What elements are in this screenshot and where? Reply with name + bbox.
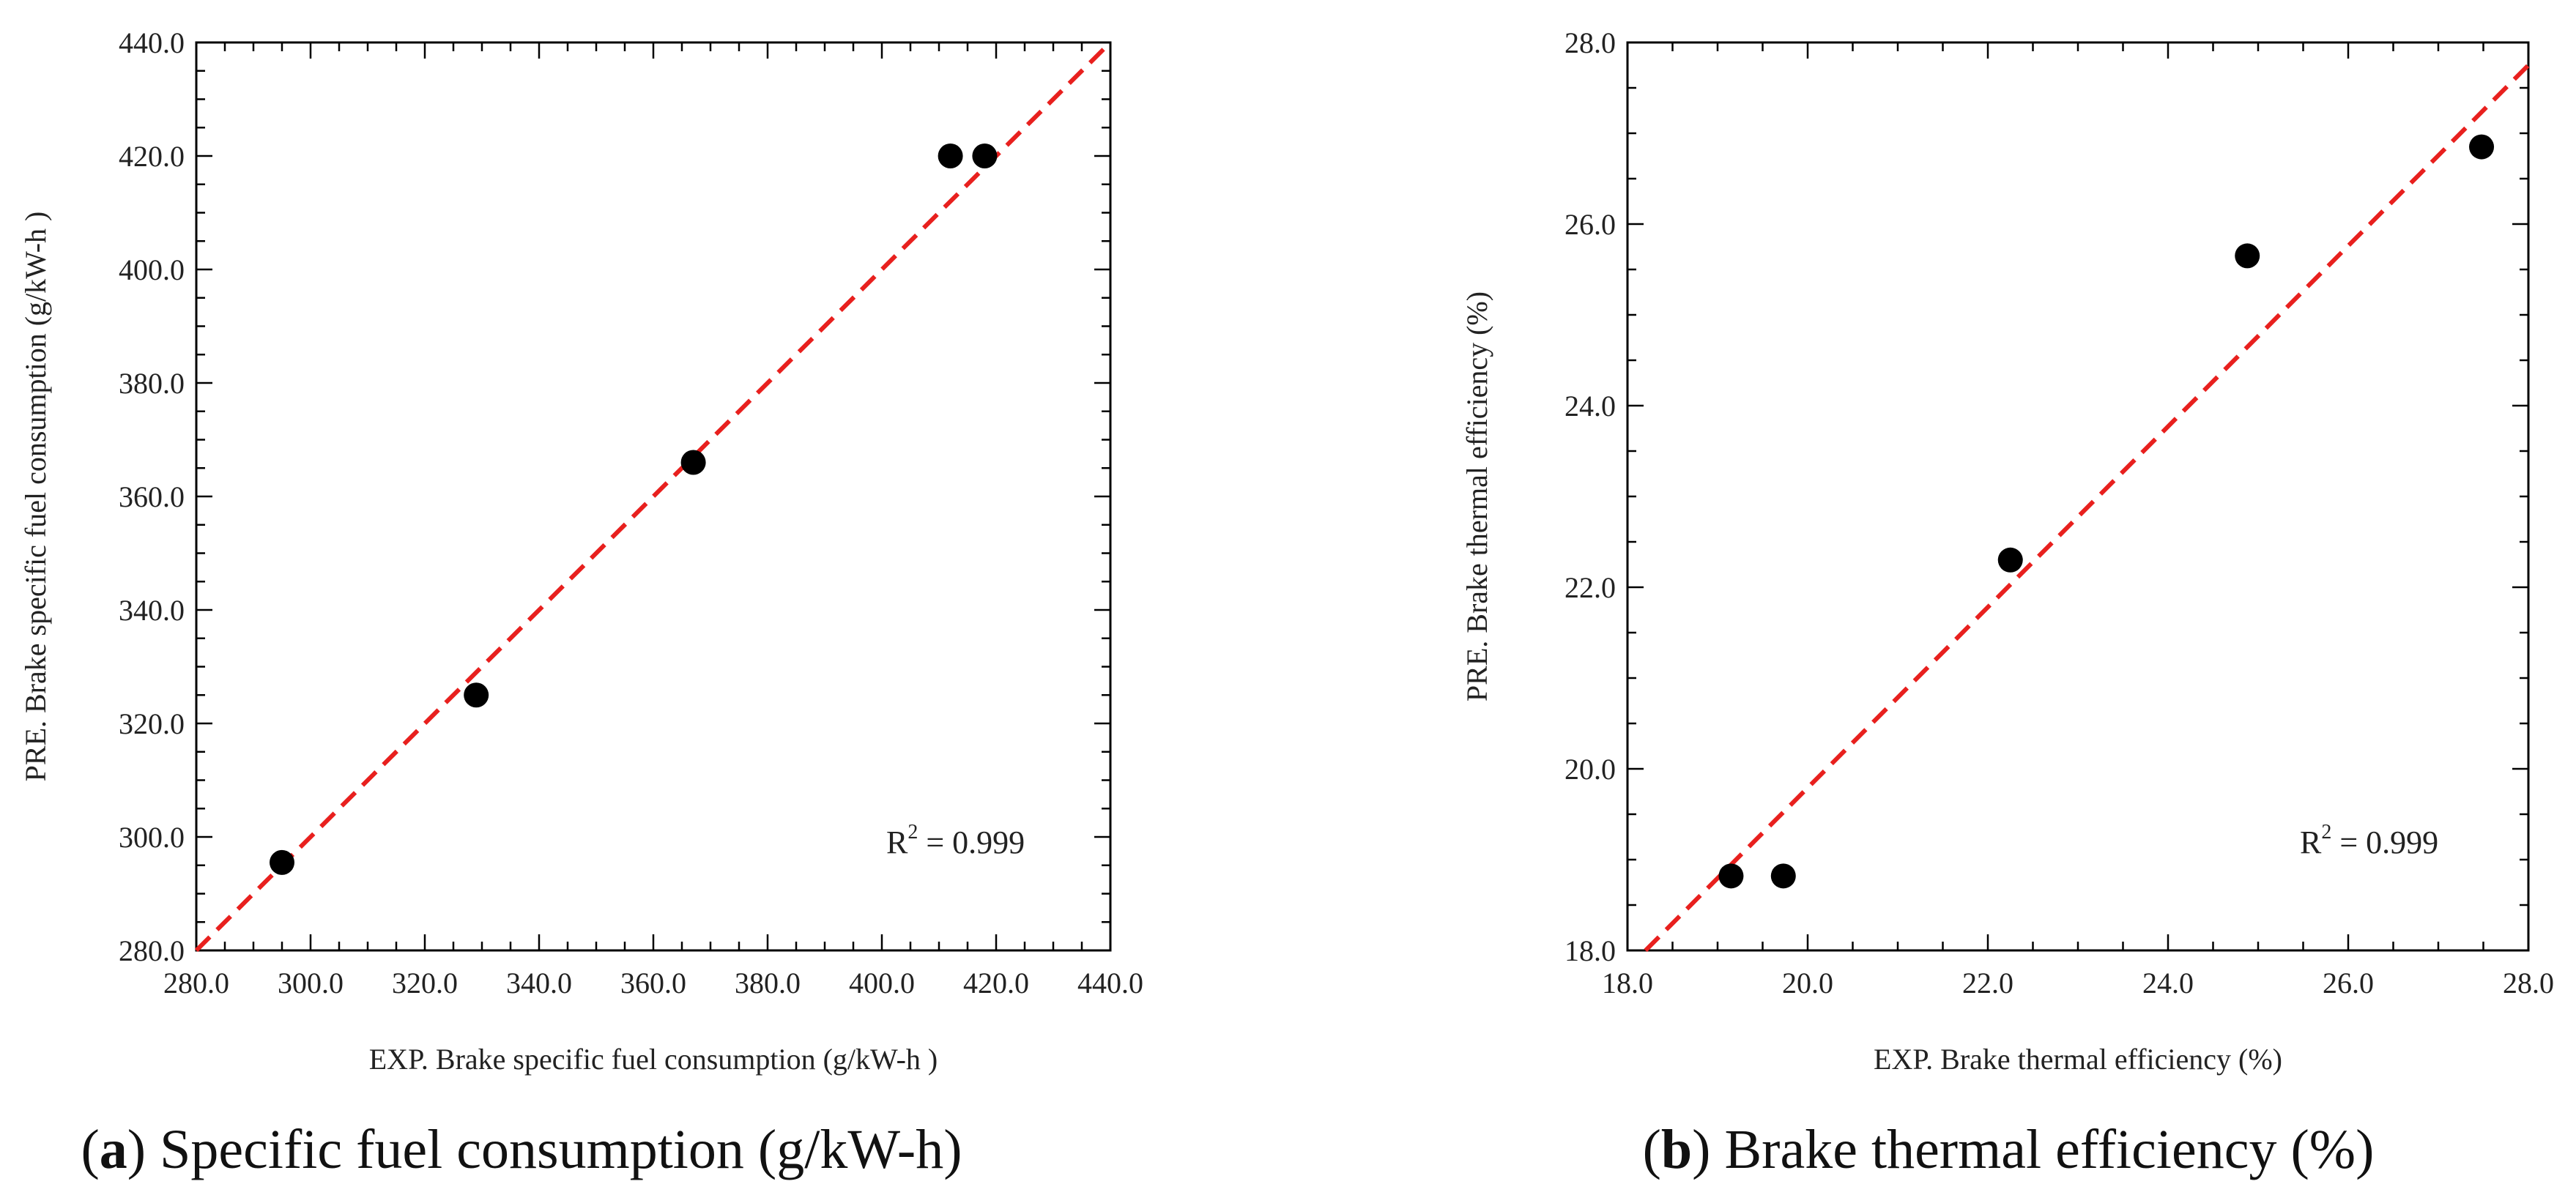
x-tick-label: 380.0 [735, 967, 801, 999]
x-tick-label: 420.0 [963, 967, 1029, 999]
fit-line-a [194, 40, 1113, 953]
data-point-a-2 [464, 682, 489, 708]
r-squared-annotation-a: R2 = 0.999 [886, 821, 1025, 860]
data-point-b-1 [1718, 863, 1744, 889]
x-tick-label: 22.0 [1962, 967, 2013, 999]
y-tick-label: 320.0 [119, 707, 185, 740]
tick-marks-a [195, 41, 1112, 952]
y-tick-label: 26.0 [1564, 208, 1616, 241]
y-tick-label: 380.0 [119, 367, 185, 400]
chart-panel-b: 18.0 20.0 22.0 24.0 26.0 28.0 18.0 20.0 22.0 24.… [1460, 26, 2554, 1180]
y-tick-label: 28.0 [1564, 26, 1616, 59]
tick-marks-b [1626, 41, 2530, 952]
data-points-b [1718, 134, 2495, 889]
caption-b: (b) Brake thermal efficiency (%) [1643, 1119, 2375, 1180]
x-tick-label: 360.0 [620, 967, 686, 999]
x-axis-label-b: EXP. Brake thermal efficiency (%) [1874, 1043, 2282, 1076]
y-tick-label: 24.0 [1564, 390, 1616, 422]
x-axis-label-a: EXP. Brake specific fuel consumption (g/… [369, 1043, 938, 1076]
y-tick-label: 280.0 [119, 934, 185, 967]
y-tick-label: 340.0 [119, 594, 185, 627]
data-point-b-4 [2235, 243, 2260, 269]
y-tick-labels-a: 280.0 300.0 320.0 340.0 360.0 380.0 400.0 420.0… [119, 26, 185, 967]
x-tick-label: 340.0 [506, 967, 572, 999]
y-axis-label-b: PRE. Brake thermal efficiency (%) [1460, 291, 1493, 701]
r-squared-annotation-b: R2 = 0.999 [2300, 821, 2438, 860]
data-point-a-5 [972, 144, 998, 168]
data-points-a [270, 144, 998, 875]
y-tick-label: 420.0 [119, 140, 185, 173]
data-point-b-3 [1997, 547, 2023, 573]
y-tick-label: 300.0 [119, 821, 185, 854]
x-tick-label: 280.0 [163, 967, 229, 999]
x-tick-label: 400.0 [849, 967, 915, 999]
x-tick-label: 20.0 [1782, 967, 1833, 999]
y-tick-label: 18.0 [1564, 934, 1616, 967]
y-axis-label-a: PRE. Brake specific fuel consumption (g/… [19, 212, 52, 782]
x-tick-labels-b: 18.0 20.0 22.0 24.0 26.0 28.0 [1602, 967, 2554, 999]
fit-line-b [1644, 63, 2531, 953]
y-tick-label: 22.0 [1564, 571, 1616, 604]
caption-a: (a) Specific fuel consumption (g/kW-h) [81, 1119, 962, 1180]
y-tick-label: 400.0 [119, 253, 185, 286]
x-tick-label: 24.0 [2142, 967, 2194, 999]
y-tick-label: 20.0 [1564, 753, 1616, 786]
data-point-a-1 [270, 849, 294, 875]
plot-frame-b [1626, 41, 2530, 952]
x-tick-label: 320.0 [392, 967, 458, 999]
x-tick-label: 26.0 [2323, 967, 2374, 999]
y-tick-label: 440.0 [119, 26, 185, 59]
x-tick-labels-a: 280.0 300.0 320.0 340.0 360.0 380.0 400.0 420.0… [163, 967, 1143, 999]
chart-panel-a: 280.0 300.0 320.0 340.0 360.0 380.0 400.0 420.0… [19, 26, 1143, 1180]
x-tick-label: 440.0 [1077, 967, 1143, 999]
data-point-a-3 [680, 450, 706, 475]
data-point-b-5 [2469, 134, 2495, 160]
x-tick-label: 18.0 [1602, 967, 1653, 999]
data-point-b-2 [1770, 863, 1796, 889]
data-point-a-4 [938, 144, 963, 168]
x-tick-label: 300.0 [278, 967, 344, 999]
y-tick-labels-b: 18.0 20.0 22.0 24.0 26.0 28.0 [1564, 26, 1616, 967]
y-tick-label: 360.0 [119, 480, 185, 513]
x-tick-label: 28.0 [2503, 967, 2554, 999]
